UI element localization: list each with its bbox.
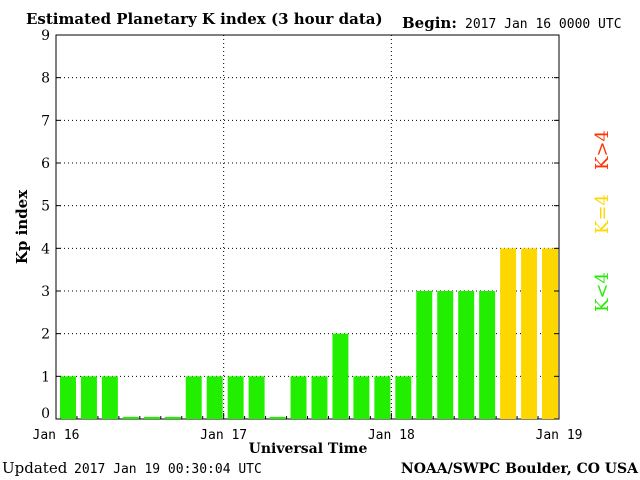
legend-above: K>4: [592, 130, 613, 170]
kp-bar: [290, 376, 307, 419]
updated-value: 2017 Jan 19 00:30:04 UTC: [74, 462, 262, 477]
kp-bar: [185, 376, 202, 419]
y-tick-label: 9: [41, 28, 50, 44]
kp-bar: [437, 291, 454, 419]
y-tick-label: 1: [41, 369, 50, 385]
kp-bar: [458, 291, 475, 419]
kp-bar: [206, 376, 223, 419]
y-tick-label: 7: [41, 113, 50, 129]
x-axis-label: Universal Time: [249, 441, 368, 457]
y-tick-label: 0: [41, 406, 50, 422]
begin-label: Begin:: [402, 14, 457, 32]
plot-frame: [55, 34, 560, 420]
kp-bar: [227, 376, 244, 419]
kp-bar: [122, 416, 139, 419]
kp-bar: [248, 376, 265, 419]
x-axis: Jan 16 Jan 17 Jan 18 Jan 19: [33, 413, 583, 443]
kp-bar: [416, 291, 433, 419]
kp-bar: [353, 376, 370, 419]
kp-bar: [269, 416, 286, 419]
legend-equal: K=4: [592, 194, 613, 234]
y-tick-label: 2: [41, 327, 50, 343]
y-tick-label: 6: [41, 156, 50, 172]
x-tick-label: Jan 16: [33, 428, 80, 443]
legend-below: K<4: [592, 272, 613, 312]
kp-bar: [479, 291, 496, 419]
kp-bar: [143, 416, 160, 419]
updated-label: Updated: [2, 459, 68, 477]
y-tick-label: 5: [41, 199, 50, 215]
y-tick-label: 4: [41, 241, 50, 257]
kp-bar: [521, 248, 538, 419]
x-tick-label: Jan 17: [200, 428, 247, 443]
y-tick-label: 3: [41, 284, 50, 300]
kp-bar: [101, 376, 118, 419]
x-tick-label: Jan 18: [368, 428, 415, 443]
y-tick-label: 8: [41, 71, 50, 87]
x-tick-label: Jan 19: [536, 428, 583, 443]
kp-bar: [60, 376, 76, 419]
kp-bar: [80, 376, 97, 419]
kp-bar: [374, 376, 391, 419]
kp-bar: [500, 248, 517, 419]
y-axis: 0 1 2 3 4 5 6 7 8 9: [41, 28, 559, 422]
credit-text: NOAA/SWPC Boulder, CO USA: [401, 461, 639, 477]
kp-bar: [332, 333, 349, 419]
kp-bar: [395, 376, 412, 419]
grid-lines: [56, 35, 559, 419]
chart-title: Estimated Planetary K index (3 hour data…: [26, 10, 383, 28]
begin-value: 2017 Jan 16 0000 UTC: [465, 17, 622, 32]
y-axis-label: Kp index: [13, 189, 31, 264]
kp-bar: [311, 376, 328, 419]
kp-bar: [164, 416, 181, 419]
